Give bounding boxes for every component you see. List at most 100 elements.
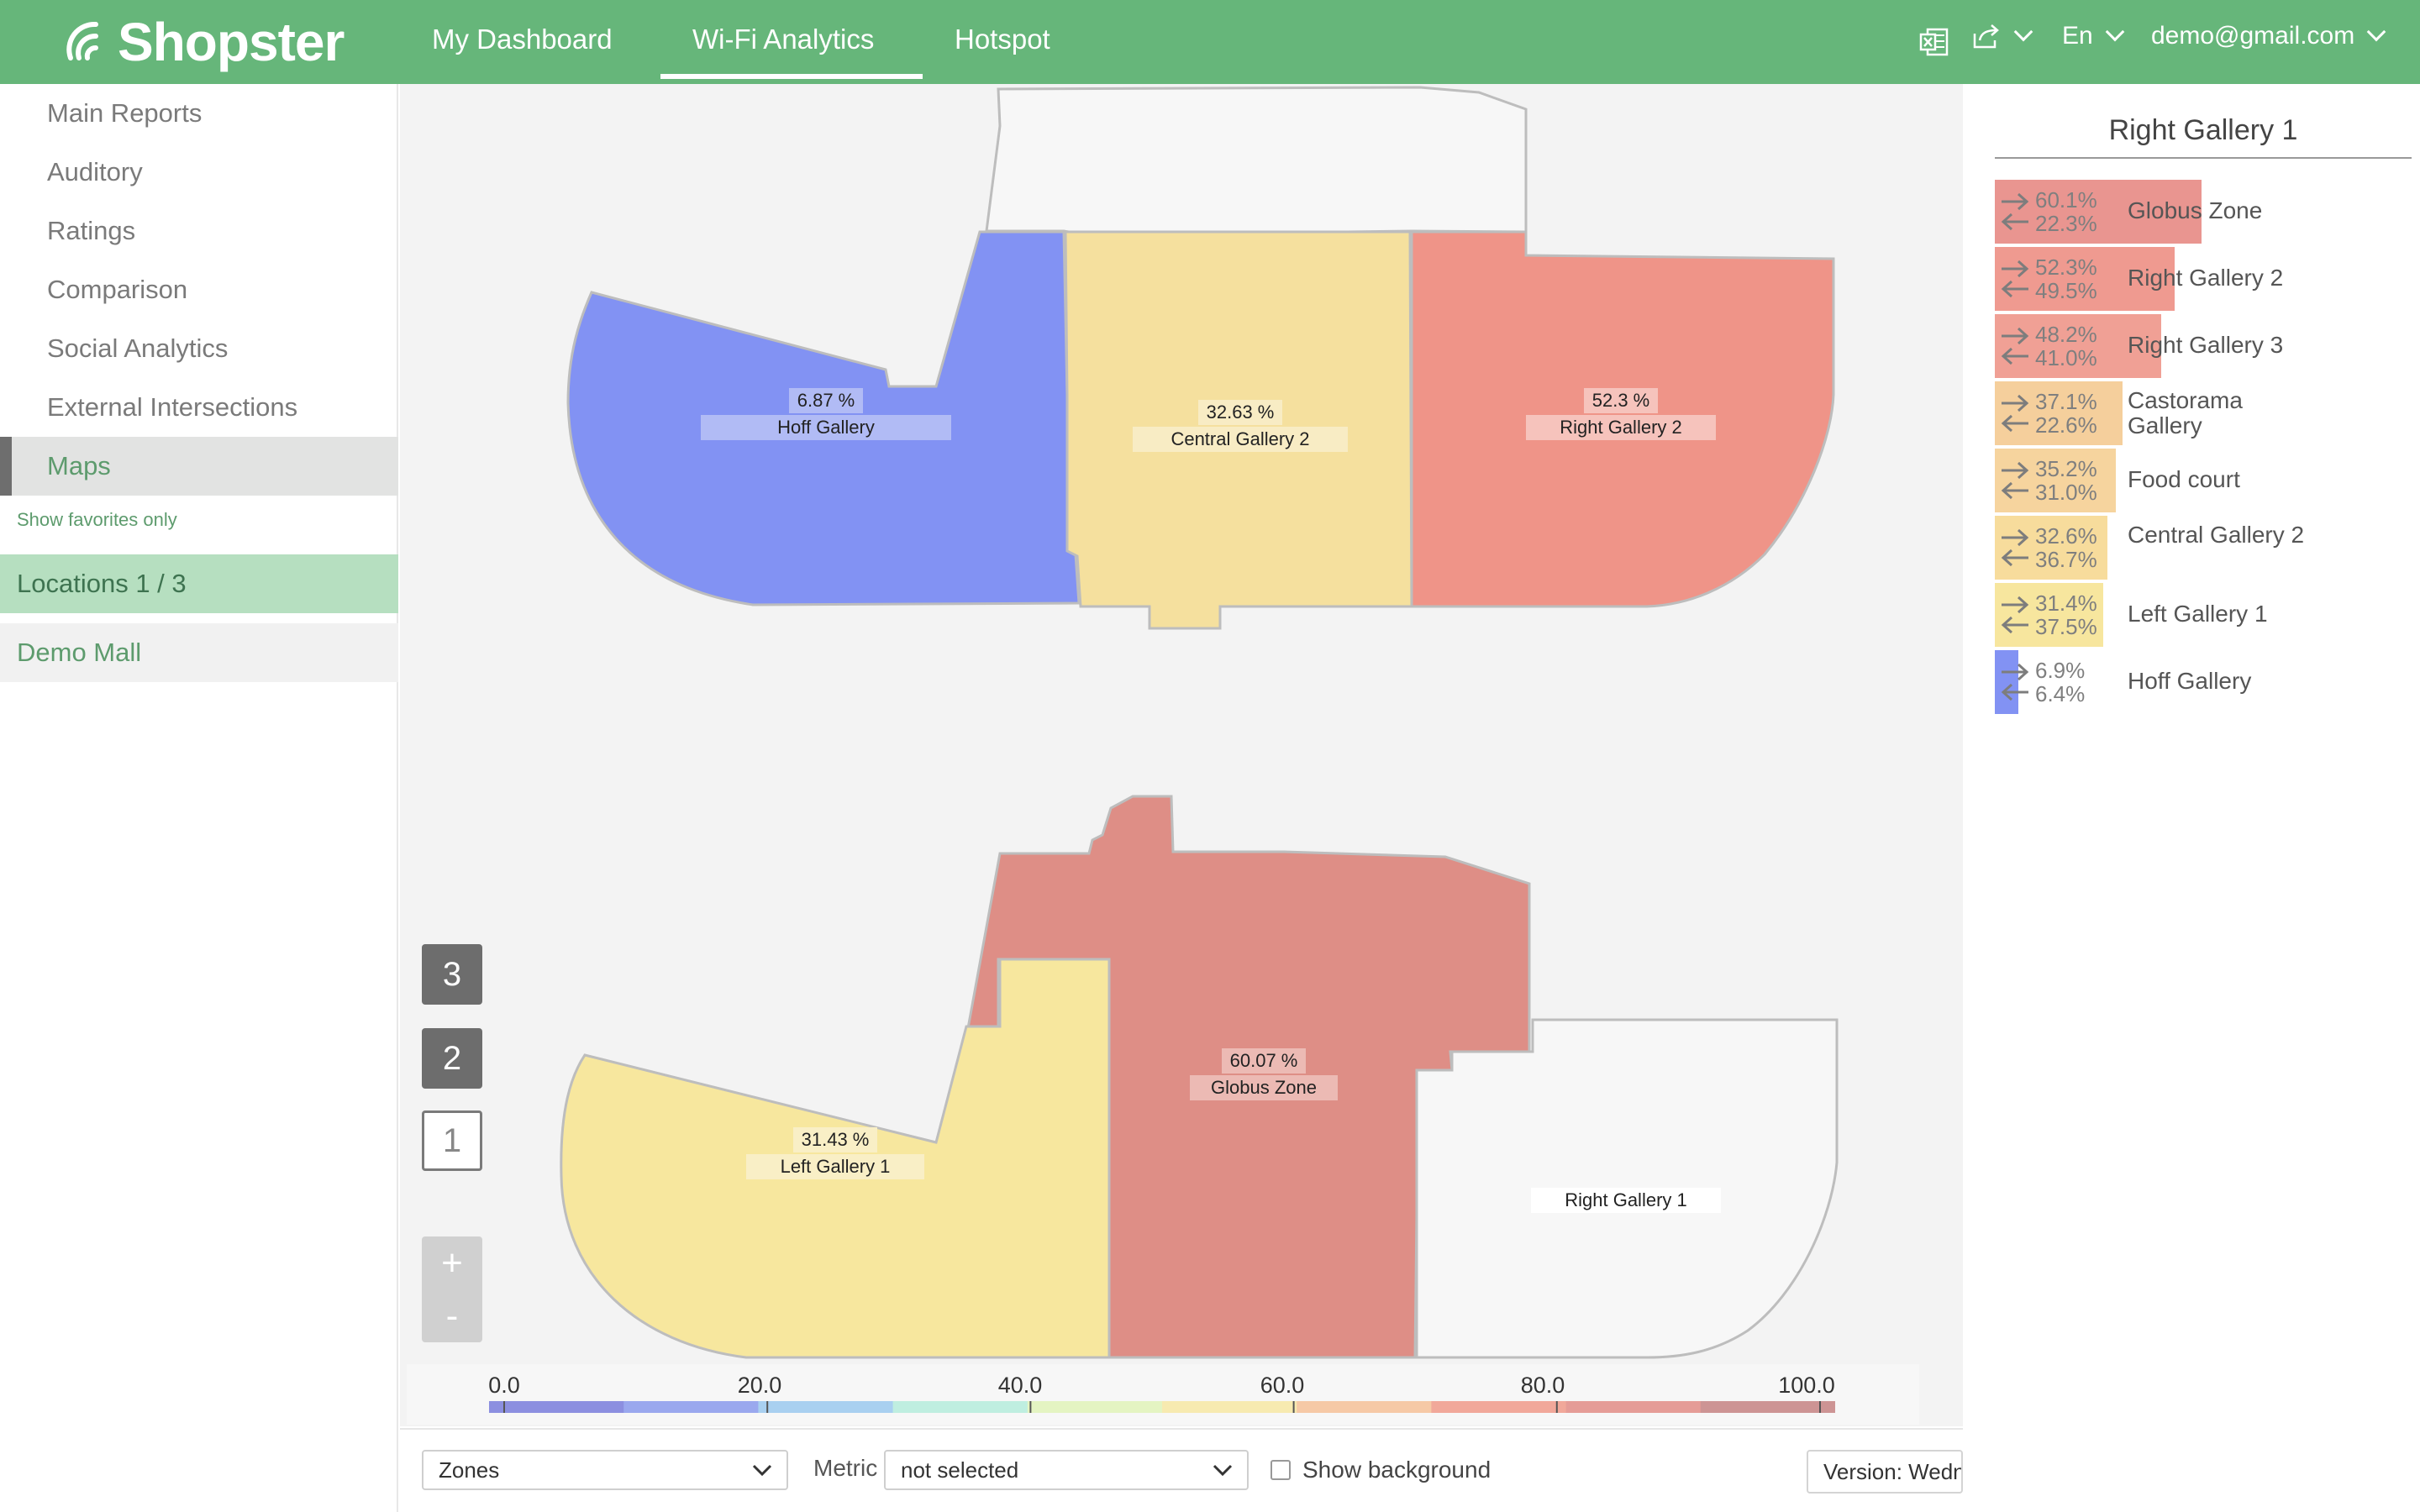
user-menu[interactable]: demo@gmail.com	[2151, 22, 2386, 50]
in-out-arrows-icon	[2001, 528, 2029, 567]
panel-row[interactable]: 6.9% 6.4% Hoff Gallery	[1995, 650, 2412, 714]
sidebar-item-main-reports[interactable]: Main Reports	[47, 98, 203, 128]
show-background-checkbox[interactable]	[1270, 1460, 1291, 1480]
panel-row[interactable]: 32.6% 36.7% Central Gallery 2	[1995, 516, 2412, 580]
metric-select-value: not selected	[901, 1457, 1019, 1483]
locations-header[interactable]: Locations 1 / 3	[0, 554, 398, 613]
panel-row[interactable]: 31.4% 37.5% Left Gallery 1	[1995, 583, 2412, 647]
panel-row-zone-name: Castorama Gallery	[2128, 387, 2243, 438]
incoming-share: 22.6%	[2035, 412, 2097, 438]
panel-row-zone-name: Globus Zone	[2128, 197, 2263, 223]
outgoing-share: 32.6%	[2035, 523, 2097, 549]
show-favorites-link[interactable]: Show favorites only	[17, 509, 177, 530]
zone-label-right-gallery-1: Right Gallery 1	[1531, 1188, 1721, 1215]
floor-button-3[interactable]: 3	[422, 944, 482, 1005]
share-menu[interactable]	[1971, 22, 2033, 50]
color-scale-segment	[1027, 1401, 1163, 1413]
sidebar-item-auditory[interactable]: Auditory	[47, 157, 143, 186]
color-scale-segment	[1700, 1401, 1835, 1413]
floor-plan	[560, 86, 1839, 1359]
outgoing-share: 60.1%	[2035, 187, 2097, 213]
zone-label-right-gallery-2: 52.3 % Right Gallery 2	[1526, 388, 1716, 442]
map-canvas[interactable]: 6.87 % Hoff Gallery 32.63 % Central Gall…	[400, 84, 1963, 1426]
outgoing-share: 6.9%	[2035, 658, 2086, 683]
outgoing-share: 37.1%	[2035, 389, 2097, 414]
incoming-share: 6.4%	[2035, 681, 2086, 706]
logo-text: Shopster	[118, 12, 345, 72]
panel-row[interactable]: 52.3% 49.5% Right Gallery 2	[1995, 247, 2412, 311]
in-out-arrows-icon	[2001, 663, 2029, 701]
panel-row-zone-name: Central Gallery 2	[2128, 522, 2305, 548]
outgoing-share: 35.2%	[2035, 456, 2097, 481]
color-scale-segment	[1297, 1401, 1433, 1413]
version-select[interactable]: Version: Wedne	[1807, 1450, 1963, 1494]
floor-button-1[interactable]: 1	[422, 1110, 482, 1171]
panel-row[interactable]: 60.1% 22.3% Globus Zone	[1995, 180, 2412, 244]
zone-value: 52.3 %	[1583, 388, 1659, 413]
scale-tick-label: 60.0	[1260, 1373, 1305, 1398]
incoming-share: 37.5%	[2035, 614, 2097, 639]
nav-active-indicator	[660, 74, 923, 79]
panel-row-zone-name: Hoff Gallery	[2128, 668, 2252, 694]
panel-row-zone-name: Left Gallery 1	[2128, 601, 2268, 627]
in-out-arrows-icon	[2001, 327, 2029, 365]
scale-tick-label: 100.0	[1778, 1373, 1835, 1398]
nav-wifi-analytics[interactable]: Wi-Fi Analytics	[692, 24, 875, 55]
zone-unassigned-top	[985, 86, 1528, 237]
panel-row-bar	[1995, 314, 2161, 378]
scale-tick-label: 40.0	[997, 1373, 1043, 1398]
language-label: En	[2062, 22, 2093, 50]
zone-name: Central Gallery 2	[1133, 427, 1348, 452]
sidebar-item-comparison[interactable]: Comparison	[47, 275, 188, 304]
metric-select[interactable]: not selected	[884, 1450, 1249, 1490]
show-background-label[interactable]: Show background	[1302, 1457, 1491, 1483]
zone-label-central-gallery-2: 32.63 % Central Gallery 2	[1133, 400, 1348, 454]
zone-name: Hoff Gallery	[701, 415, 951, 440]
zoom-control: + -	[422, 1236, 482, 1342]
zone-label-globus-zone: 60.07 % Globus Zone	[1190, 1048, 1338, 1102]
zone-name: Left Gallery 1	[746, 1154, 924, 1179]
incoming-share: 36.7%	[2035, 547, 2097, 572]
chevron-down-icon	[1213, 1464, 1233, 1477]
nav-my-dashboard[interactable]: My Dashboard	[432, 24, 613, 55]
sidebar: Main Reports Auditory Ratings Comparison…	[0, 84, 398, 1512]
floor-button-2[interactable]: 2	[422, 1028, 482, 1089]
excel-icon[interactable]	[1919, 27, 1949, 57]
panel-row-zone-name: Right Gallery 2	[2128, 265, 2284, 291]
in-out-arrows-icon	[2001, 192, 2029, 231]
zoom-out-button[interactable]: -	[445, 1295, 459, 1336]
color-scale-segment	[892, 1401, 1028, 1413]
zoom-in-button[interactable]: +	[441, 1242, 463, 1284]
panel-title: Right Gallery 1	[1995, 114, 2412, 159]
app-logo[interactable]: Shopster	[62, 12, 345, 72]
outgoing-share: 48.2%	[2035, 322, 2097, 347]
sidebar-item-ratings[interactable]: Ratings	[47, 216, 136, 245]
panel-row[interactable]: 37.1% 22.6% Castorama Gallery	[1995, 381, 2412, 445]
panel-row-bar	[1995, 650, 2019, 714]
panel-row[interactable]: 35.2% 31.0% Food court	[1995, 449, 2412, 512]
zone-value: 31.43 %	[792, 1127, 878, 1152]
scale-tick-label: 20.0	[737, 1373, 782, 1398]
scale-tick-label: 80.0	[1520, 1373, 1565, 1398]
in-out-arrows-icon	[2001, 394, 2029, 433]
color-scale-segment	[758, 1401, 894, 1413]
outgoing-share: 31.4%	[2035, 591, 2097, 616]
panel-row-zone-name: Right Gallery 3	[2128, 332, 2284, 358]
zone-details-panel: Right Gallery 1 60.1% 22.3% Globus Zone 52.…	[1965, 84, 2420, 1512]
panel-row[interactable]: 48.2% 41.0% Right Gallery 3	[1995, 314, 2412, 378]
in-out-arrows-icon	[2001, 461, 2029, 500]
nav-hotspot[interactable]: Hotspot	[955, 24, 1050, 55]
sidebar-item-external-intersections[interactable]: External Intersections	[47, 392, 298, 422]
sidebar-item-social-analytics[interactable]: Social Analytics	[47, 333, 229, 363]
incoming-share: 41.0%	[2035, 345, 2097, 370]
panel-row-bar	[1995, 516, 2107, 580]
color-scale-segment	[1162, 1401, 1298, 1413]
language-selector[interactable]: En	[2062, 22, 2125, 50]
incoming-share: 49.5%	[2035, 278, 2097, 303]
share-icon	[1973, 24, 1999, 49]
color-scale	[407, 1364, 1919, 1425]
sidebar-item-maps[interactable]: Maps	[0, 437, 398, 496]
zones-select[interactable]: Zones	[422, 1450, 788, 1490]
color-scale-segment	[1565, 1401, 1702, 1413]
location-item-demo-mall[interactable]: Demo Mall	[0, 623, 398, 682]
